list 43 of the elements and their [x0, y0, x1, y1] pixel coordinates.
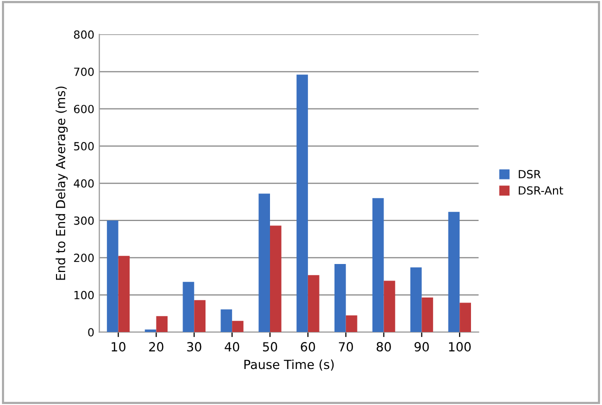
legend-label: DSR-Ant [518, 186, 564, 195]
bar [422, 297, 434, 332]
y-tick-label: 500 [74, 142, 94, 150]
bar [460, 302, 472, 332]
bar [258, 194, 270, 332]
y-tick-label: 300 [74, 216, 94, 225]
bar [232, 320, 244, 332]
bar [410, 267, 422, 332]
bar [194, 300, 206, 332]
y-tick-label: 400 [74, 179, 94, 188]
bar [106, 220, 118, 332]
x-tick-label: 90 [414, 342, 429, 352]
y-tick-label: 200 [74, 254, 94, 262]
y-tick-label: 800 [74, 30, 94, 39]
legend-label: DSR [518, 170, 541, 178]
bar [448, 212, 460, 332]
bar [372, 198, 384, 332]
x-tick-label: 70 [338, 342, 353, 352]
y-axis-title: End to End Delay Average (ms) [56, 86, 68, 280]
bar [220, 309, 232, 332]
x-tick-label: 100 [449, 342, 471, 352]
x-tick-label: 80 [376, 342, 391, 352]
bar [118, 256, 130, 332]
bar [144, 329, 156, 332]
x-tick-label: 30 [187, 342, 202, 352]
x-tick-label: 20 [149, 342, 164, 352]
bar [156, 316, 168, 332]
bar [308, 275, 320, 332]
bar [296, 74, 308, 332]
x-tick-label: 40 [224, 342, 240, 352]
bar [270, 226, 282, 332]
y-tick-label: 0 [88, 328, 94, 336]
bar [334, 264, 346, 332]
x-tick-label: 60 [300, 342, 316, 352]
bar [384, 280, 396, 332]
x-tick-label: 50 [263, 342, 278, 352]
y-tick-label: 100 [74, 290, 94, 300]
bar [346, 315, 358, 332]
bar [182, 282, 194, 332]
y-tick-label: 600 [74, 104, 94, 114]
x-axis-title: Pause Time (s) [244, 359, 334, 371]
y-tick-label: 700 [74, 68, 94, 76]
x-tick-label: 10 [112, 342, 126, 352]
